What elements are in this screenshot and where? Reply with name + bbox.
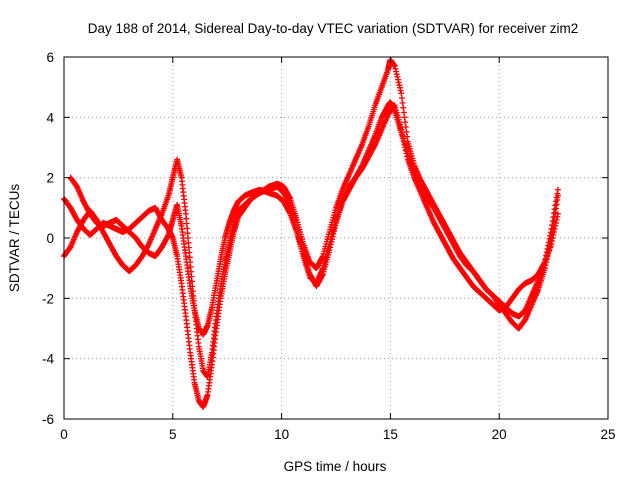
- data-point: [319, 254, 326, 261]
- data-point: [398, 90, 405, 97]
- data-point: [400, 104, 407, 111]
- y-tick-label: 2: [46, 171, 54, 186]
- x-tick-label: 20: [492, 427, 507, 442]
- axis-ticks: 0 5 10 15 20 25 -6 -4 -2 0 2 4 6: [42, 50, 616, 442]
- data-point: [553, 201, 560, 208]
- data-point: [404, 133, 411, 140]
- y-axis-label: SDTVAR / TECUs: [7, 184, 22, 293]
- data-point: [395, 76, 402, 83]
- data-point: [402, 123, 409, 130]
- data-point: [164, 233, 171, 240]
- data-point: [393, 68, 400, 75]
- data-point: [402, 144, 409, 151]
- data-point: [549, 222, 556, 229]
- data-point: [402, 147, 409, 154]
- data-point: [553, 194, 560, 201]
- data-point: [328, 238, 335, 245]
- data-point: [401, 141, 408, 148]
- y-tick-label: -6: [42, 412, 54, 427]
- data-point: [541, 260, 548, 267]
- data-point: [286, 209, 293, 216]
- y-tick-label: -4: [42, 352, 54, 367]
- data-point: [552, 222, 559, 229]
- data-point: [330, 230, 337, 237]
- data-point: [396, 84, 403, 91]
- data-point: [548, 241, 555, 248]
- data-point: [549, 218, 556, 225]
- data-point: [552, 205, 559, 212]
- data-point: [553, 216, 560, 223]
- data-point: [398, 95, 405, 102]
- data-point: [551, 206, 558, 213]
- data-point: [331, 228, 338, 235]
- data-point: [391, 63, 398, 70]
- data-point: [554, 186, 561, 193]
- data-point: [394, 73, 401, 80]
- grid-lines: [64, 57, 608, 419]
- data-point: [400, 135, 407, 142]
- data-point: [551, 228, 558, 235]
- data-point: [398, 129, 405, 136]
- x-tick-label: 10: [274, 427, 289, 442]
- x-tick-label: 5: [169, 427, 177, 442]
- data-point: [401, 114, 408, 121]
- data-point: [329, 236, 336, 243]
- x-tick-label: 15: [383, 427, 398, 442]
- data-point: [554, 213, 561, 220]
- y-tick-label: 0: [46, 231, 54, 246]
- data-point: [550, 231, 557, 238]
- data-point: [327, 241, 334, 248]
- data-point: [145, 242, 152, 249]
- x-axis-label: GPS time / hours: [284, 459, 387, 474]
- data-point: [395, 79, 402, 86]
- data-point: [329, 233, 336, 240]
- data-point: [393, 71, 400, 78]
- x-tick-label: 0: [60, 427, 68, 442]
- x-tick-label: 25: [600, 427, 615, 442]
- data-point: [554, 210, 561, 217]
- data-point: [392, 65, 399, 72]
- data-point: [331, 225, 338, 232]
- data-point: [332, 222, 339, 229]
- y-tick-label: 4: [46, 110, 54, 125]
- data-point: [371, 142, 378, 149]
- data-points: [61, 57, 561, 410]
- y-tick-label: -2: [42, 291, 54, 306]
- data-point: [554, 190, 561, 197]
- data-point: [399, 99, 406, 106]
- data-point: [397, 87, 404, 94]
- series-track-b: [61, 57, 561, 380]
- data-point: [400, 138, 407, 145]
- data-point: [326, 247, 333, 254]
- data-point: [552, 198, 559, 205]
- data-point: [396, 82, 403, 89]
- data-point: [404, 153, 411, 160]
- data-point: [286, 194, 293, 201]
- data-point: [400, 109, 407, 116]
- data-point: [402, 119, 409, 126]
- data-point: [327, 244, 334, 251]
- y-tick-label: 6: [46, 50, 54, 65]
- data-point: [552, 202, 559, 209]
- data-point: [549, 235, 556, 241]
- data-point: [319, 272, 326, 279]
- data-point: [552, 219, 559, 226]
- data-point: [403, 150, 410, 157]
- data-point: [549, 238, 556, 245]
- data-point: [399, 132, 406, 139]
- series-track-c: [67, 102, 561, 338]
- data-point: [551, 225, 558, 232]
- chart-title: Day 188 of 2014, Sidereal Day-to-day VTE…: [88, 21, 578, 36]
- data-point: [398, 126, 405, 133]
